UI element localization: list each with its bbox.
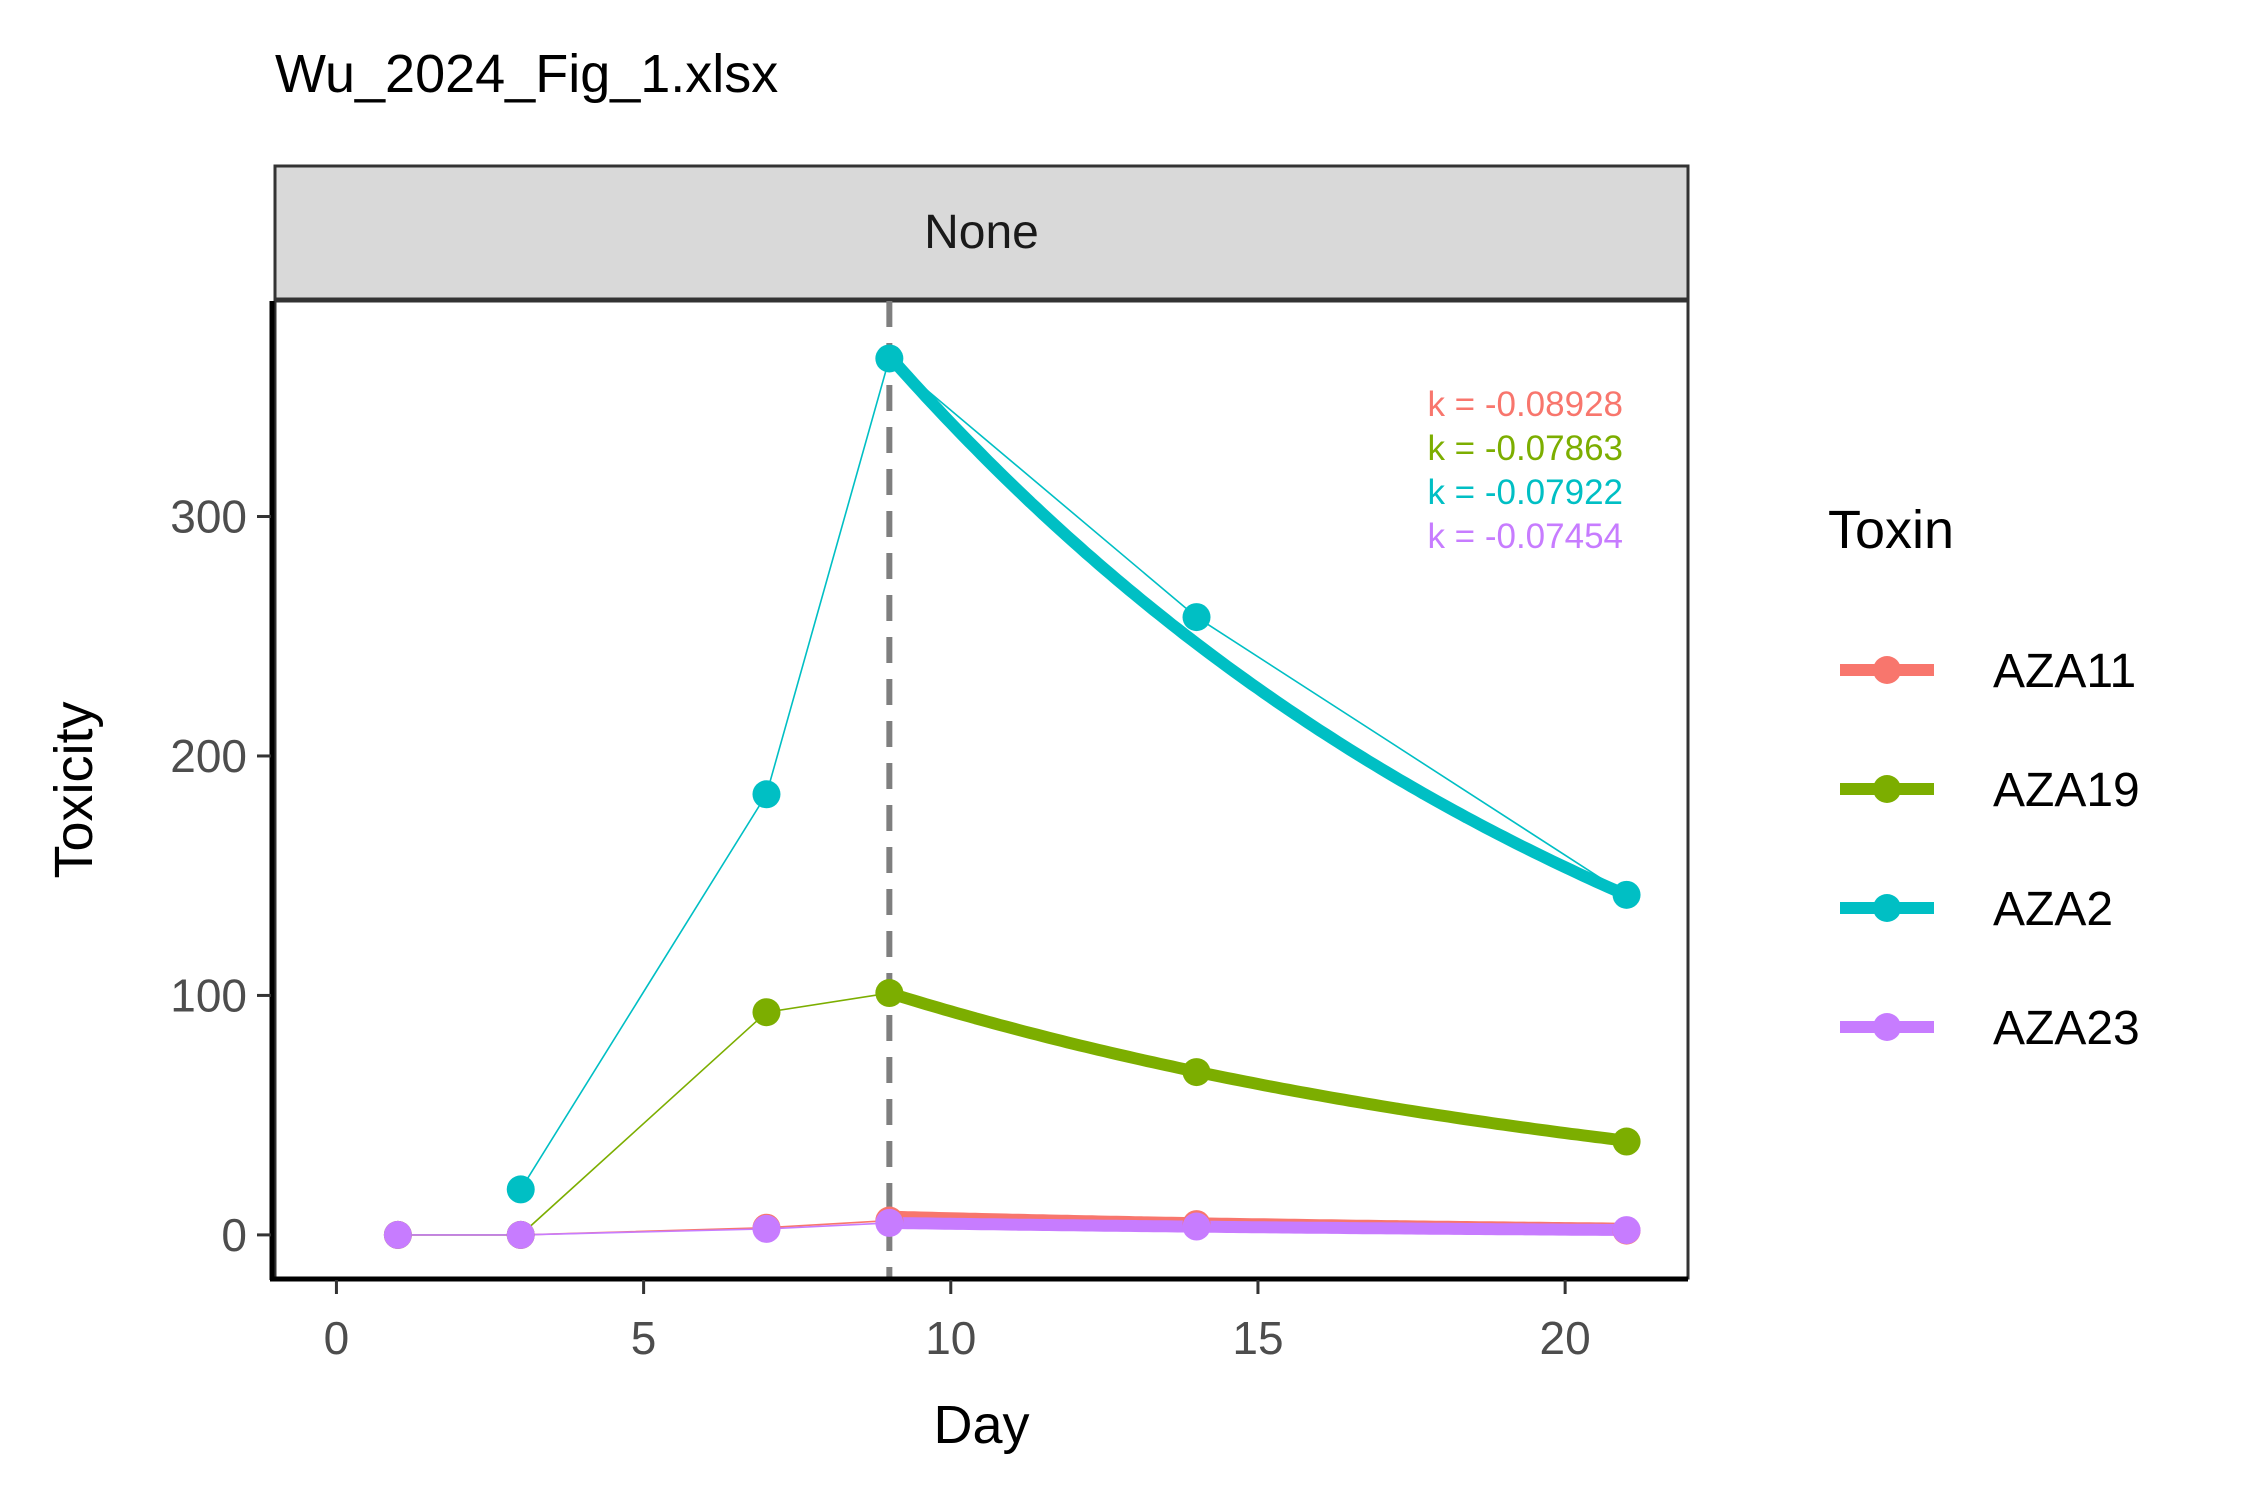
x-tick-label: 20: [1540, 1312, 1591, 1364]
facet-strip: [273, 164, 1690, 301]
y-axis-label: Toxicity: [44, 701, 104, 878]
x-tick-label: 5: [631, 1312, 657, 1364]
legend-key-point-aza11: [1873, 656, 1901, 684]
k-annotation-aza2: k = -0.07922: [1427, 473, 1623, 512]
y-tick-label: 0: [221, 1209, 247, 1261]
data-point-aza23: [1182, 1212, 1211, 1241]
x-tick-label: 15: [1232, 1312, 1283, 1364]
plot-layer: k = -0.08928 k = -0.07863 k = -0.07922 k = …: [383, 301, 1641, 1278]
k-annotation-aza23: k = -0.07454: [1427, 517, 1623, 556]
data-point-aza19: [752, 998, 781, 1027]
data-point-aza2: [875, 344, 904, 373]
k-annotation-aza19: k = -0.07863: [1427, 429, 1623, 468]
data-point-aza2: [1612, 880, 1641, 909]
data-point-aza2: [1182, 603, 1211, 632]
legend-label-aza11: AZA11: [1993, 645, 2136, 698]
legend-label-aza2: AZA2: [1993, 883, 2113, 936]
k-annotation-aza11: k = -0.08928: [1427, 385, 1623, 424]
legend-key-point-aza23: [1873, 1013, 1901, 1041]
x-tick-label: 0: [324, 1312, 350, 1364]
data-point-aza19: [875, 979, 904, 1008]
data-point-aza23: [1612, 1216, 1641, 1245]
data-point-aza2: [506, 1175, 535, 1204]
legend-label-aza23: AZA23: [1993, 1002, 2140, 1055]
data-point-aza2: [752, 780, 781, 809]
x-tick-label: 10: [925, 1312, 976, 1364]
legend-key-point-aza2: [1873, 894, 1901, 922]
legend-label-aza19: AZA19: [1993, 764, 2140, 817]
y-tick-label: 100: [170, 969, 247, 1021]
y-tick-label: 200: [170, 730, 247, 782]
chart-title: Wu_2024_Fig_1.xlsx: [275, 44, 778, 104]
fit-curve-aza23: [889, 1216, 1627, 1236]
data-point-aza23: [875, 1208, 904, 1237]
data-point-aza23: [752, 1214, 781, 1243]
y-tick-label: 300: [170, 491, 247, 543]
data-point-aza19: [1612, 1127, 1641, 1156]
fit-curve-aza2: [884, 352, 1629, 901]
data-point-aza23: [506, 1220, 535, 1249]
fit-curve-aza19: [887, 987, 1628, 1147]
x-axis-label: Day: [933, 1395, 1029, 1455]
data-point-aza23: [383, 1220, 412, 1249]
legend-key-point-aza19: [1873, 775, 1901, 803]
legend: Toxin AZA11 AZA19 AZA2 AZA23: [1828, 500, 2140, 1055]
legend-title: Toxin: [1828, 500, 1954, 560]
facet-label: None: [924, 206, 1039, 259]
data-point-aza19: [1182, 1058, 1211, 1087]
